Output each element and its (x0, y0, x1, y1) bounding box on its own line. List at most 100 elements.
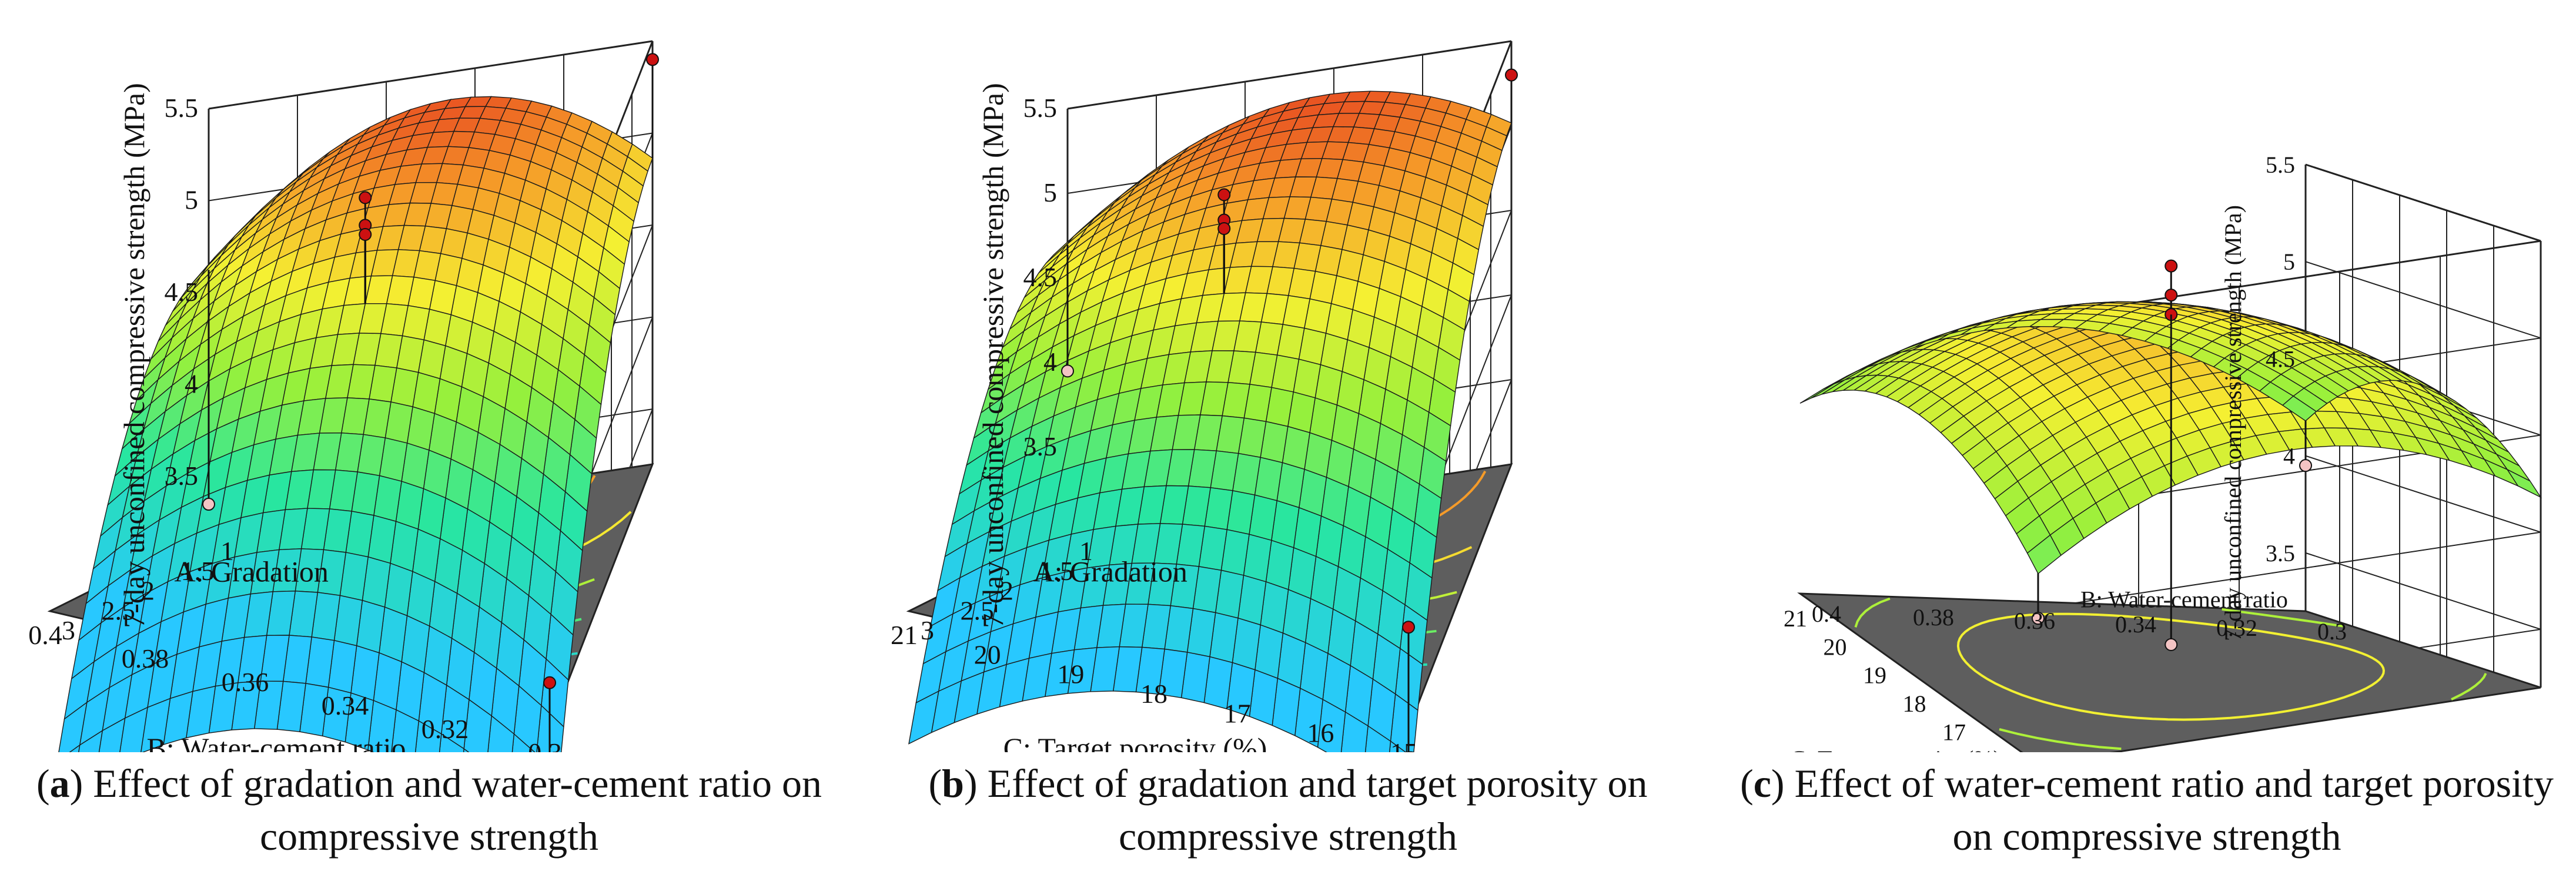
caption-letter: c (1753, 761, 1771, 806)
caption-letter: b (942, 761, 964, 806)
z-tick-label: 4.5 (165, 277, 199, 307)
x-tick-label: 0.3 (2317, 618, 2347, 645)
y-tick-label: 0.36 (222, 667, 269, 697)
surface-cell (1340, 711, 1369, 752)
y-tick-label: 0.38 (122, 643, 169, 673)
x-tick-label: 1.5 (1040, 556, 1074, 586)
back-wall-gridline (2038, 531, 2541, 609)
x-tick-label: 0.38 (1913, 604, 1954, 631)
surface-cell (140, 698, 171, 752)
y-axis-title: C: Target porosity (%) (1790, 746, 2001, 752)
back-wall-gridline (2305, 164, 2541, 242)
x-tick-label: 0.36 (2014, 608, 2055, 634)
response-surface (908, 90, 1512, 752)
x-tick-label: 1.5 (181, 556, 215, 586)
back-wall-gridline (208, 41, 653, 109)
response-surface (58, 96, 653, 752)
x-axis-title: A: Gradation (175, 555, 329, 588)
floor-plane (1797, 592, 2541, 752)
surface-cell (908, 690, 939, 745)
x-tick-label: 3 (921, 615, 934, 645)
tick-labels: 3.5 4 4.5 5 5.5 11.5 22.5 3 15 16 17 18 19 20 21 (891, 93, 1417, 752)
design-point (1217, 188, 1231, 202)
caption-text: Effect of gradation and water-cement rat… (83, 761, 822, 859)
design-point (543, 676, 556, 689)
surface-chart-b: 3.5 4 4.5 5 5.5 11.5 22.5 3 15 16 17 18 19 20 21 7-day … (891, 40, 1518, 752)
z-tick-label: 4 (2283, 443, 2295, 470)
design-point (1217, 222, 1231, 235)
z-axis-title: 7-day unconfined compressive strength (M… (118, 83, 150, 628)
caption-c: (c) Effect of water-cement ratio and tar… (1740, 761, 2554, 859)
y-tick-label: 18 (1903, 690, 1926, 717)
panel-b: 3.5 4 4.5 5 5.5 11.5 22.5 3 15 16 17 18 19 20 21 7-day … (859, 0, 1717, 885)
y-tick-label: 0.32 (421, 714, 469, 744)
design-point (2164, 289, 2178, 302)
back-wall-gridline (2305, 552, 2541, 630)
y-tick-label: 18 (1140, 679, 1167, 709)
contour-line (1956, 612, 2386, 721)
z-tick-label: 4 (185, 369, 198, 399)
floor-contours (1854, 597, 2487, 750)
y-tick-label: 16 (1307, 718, 1334, 748)
z-tick-label: 5 (2283, 249, 2295, 275)
y-tick-label: 19 (1863, 662, 1886, 689)
x-tick-label: 0.32 (2216, 615, 2257, 641)
x-tick-label: 2.5 (102, 595, 136, 625)
x-tick-label: 1 (1079, 536, 1093, 566)
design-points (2032, 259, 2312, 651)
z-axis-title: 7-day unconfined compressive strength (M… (976, 83, 1009, 628)
y-axis-title: C: Target porosity (%) (1003, 732, 1267, 752)
x-tick-label: 2 (141, 576, 155, 606)
z-tick-label: 5.5 (1023, 93, 1058, 123)
y-tick-label: 19 (1057, 659, 1084, 689)
y-tick-label: 17 (1224, 698, 1251, 728)
z-tick-label: 4.5 (2266, 346, 2295, 372)
panel-a: 3.5 4 4.5 5 5.5 11.5 22.5 3 0.3 0.32 0.34 0.36 0.38 0… (0, 0, 858, 885)
design-point (202, 498, 215, 511)
design-point (646, 53, 659, 66)
design-point (1402, 621, 1415, 634)
design-point (2164, 638, 2178, 651)
design-point (359, 227, 372, 241)
z-tick-label: 4.5 (1023, 262, 1058, 292)
surface-cell (1364, 725, 1391, 752)
x-tick-label: 2 (1000, 576, 1013, 606)
z-tick-label: 3.5 (1023, 431, 1058, 461)
y-tick-label: 0.4 (28, 620, 62, 650)
design-point (1505, 68, 1518, 82)
y-tick-label: 20 (1824, 633, 1847, 660)
surface-cell (1799, 383, 1834, 404)
design-point (359, 191, 372, 205)
caption-text: Effect of gradation and target porosity … (977, 761, 1648, 859)
tick-labels: 3.5 4 4.5 5 5.5 11.5 22.5 3 0.3 0.32 0.34 0.36 0.38 0… (28, 93, 562, 752)
surface-chart-a: 3.5 4 4.5 5 5.5 11.5 22.5 3 0.3 0.32 0.34 0.36 0.38 0… (28, 40, 659, 752)
surface-cell (463, 747, 470, 752)
x-axis-title: A: Gradation (1033, 555, 1187, 588)
surface-cell (119, 706, 148, 752)
x-tick-label: 0.34 (2115, 611, 2156, 638)
surface-cell (78, 729, 103, 752)
surface-cell (391, 709, 420, 752)
y-tick-label: 0.3 (528, 738, 562, 752)
surface-cell (69, 744, 81, 752)
caption-b: (b) Effect of gradation and target poros… (928, 761, 1648, 859)
y-tick-label: 20 (974, 639, 1001, 669)
x-axis-title: B: Water-cement ratio (2080, 586, 2288, 613)
surface-cell (511, 733, 536, 752)
caption-a: (a) Effect of gradation and water-cement… (36, 761, 822, 859)
x-tick-label: 2.5 (961, 595, 995, 625)
panel-c: 3.544.555.50.30.320.340.360.380.41516171… (1718, 0, 2576, 885)
y-tick-label: 16 (1982, 747, 2006, 752)
response-surface (1799, 301, 2542, 575)
tick-labels: 3.544.555.50.30.320.340.360.380.41516171… (1784, 152, 2347, 752)
x-tick-label: 0.4 (1812, 601, 1841, 627)
z-tick-label: 5.5 (165, 93, 199, 123)
z-tick-label: 5 (1043, 177, 1057, 207)
design-point (2299, 459, 2312, 472)
surface-cell (1389, 740, 1407, 752)
surface-cell (98, 717, 126, 752)
z-tick-label: 4 (1043, 347, 1057, 377)
surface-cell (414, 720, 442, 752)
y-tick-label: 0.34 (322, 690, 369, 720)
z-tick-label: 3.5 (165, 461, 199, 491)
